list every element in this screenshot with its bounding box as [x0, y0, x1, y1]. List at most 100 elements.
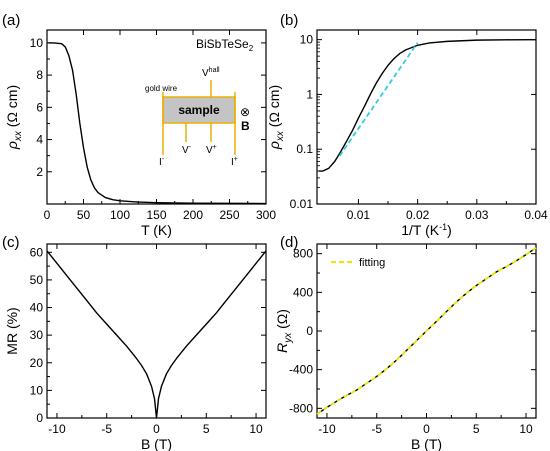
plot-frame	[46, 243, 267, 419]
y-tick-label: 0	[306, 324, 313, 338]
x-tick-label: 0.02	[406, 208, 430, 222]
y-axis-label: ρxx (Ω cm)	[4, 85, 24, 150]
y-axis-label: MR (%)	[4, 307, 20, 354]
y-tick-label: 40	[30, 301, 44, 315]
y-tick-label: -800	[289, 401, 313, 415]
sample-label-main: BiSbTeSe	[196, 37, 249, 51]
x-tick-label: 0.01	[347, 208, 371, 222]
panel-tag: (c)	[2, 234, 20, 251]
series-line-0	[46, 250, 267, 419]
x-tick-label: 0.03	[465, 208, 489, 222]
y-axis-label-main: R	[274, 343, 290, 353]
terminal-sup: +	[234, 156, 238, 163]
y-tick-label: 2	[36, 165, 43, 179]
terminal-sup: -	[162, 156, 165, 163]
terminal-main: I	[159, 157, 162, 168]
x-axis-label: T (K)	[141, 222, 172, 238]
y-tick-label: 0.01	[290, 197, 314, 211]
x-tick-label: 0	[153, 422, 160, 436]
terminal-label: V-	[182, 144, 192, 156]
x-tick-label: 0.04	[524, 208, 548, 222]
y-tick-label: 20	[30, 356, 44, 370]
y-tick-label: 8	[36, 68, 43, 82]
x-tick-label: -5	[371, 422, 382, 436]
y-tick-label: 800	[293, 247, 313, 261]
v-hall-sup: hall	[209, 67, 220, 74]
x-tick-label: 0	[423, 422, 430, 436]
x-tick-label: -10	[318, 422, 336, 436]
sample-label-sub: 2	[249, 44, 254, 53]
x-tick-label: 10	[519, 422, 533, 436]
x-axis-label: B (T)	[141, 436, 172, 451]
terminal-label: V+	[206, 144, 217, 156]
terminal-sup: -	[189, 144, 192, 151]
x-tick-label: 0	[44, 208, 51, 222]
y-axis-label-main: ρ	[4, 141, 20, 150]
y-tick-label: 10	[30, 36, 44, 50]
y-tick-label: 0.1	[296, 142, 313, 156]
y-tick-label: 1	[306, 87, 313, 101]
field-label: B	[241, 119, 250, 133]
panel-0: (a) 0 50 100 150 200 250 300 2 4 6 8 10 T (K) ρxx (Ω c…	[2, 12, 276, 238]
y-axis-label-unit: (Ω cm)	[4, 85, 20, 131]
panel-1: (b) 0.01 0.02 0.03 0.04 0.01 0.1 1 10 1/T (K-1) ρx…	[266, 12, 548, 238]
x-tick-label: 100	[110, 208, 130, 222]
x-tick-label: 10	[249, 422, 263, 436]
terminal-label: I-	[159, 156, 165, 168]
panel-tag: (b)	[280, 12, 298, 29]
y-axis-label: ρxx (Ω cm)	[266, 85, 286, 150]
y-tick-label: 10	[30, 383, 44, 397]
y-tick-label: 6	[36, 100, 43, 114]
x-axis-label-sup: -1	[439, 222, 447, 232]
v-hall-main: V	[202, 68, 209, 79]
x-tick-label: 300	[256, 208, 276, 222]
x-axis-label: 1/T (K-1)	[401, 222, 452, 238]
y-tick-label: 4	[36, 133, 43, 147]
y-axis-label-unit: (Ω cm)	[266, 85, 282, 131]
y-axis-label-sub: yx	[283, 332, 294, 344]
x-tick-label: 250	[219, 208, 239, 222]
y-axis-label-sub: xx	[275, 130, 286, 142]
v-hall-label: Vhall	[202, 67, 220, 79]
y-axis-label: Ryx (Ω)	[274, 309, 294, 353]
x-axis-label-main: 1/T (K	[401, 222, 440, 238]
panel-tag: (d)	[280, 234, 298, 251]
terminal-main: V	[206, 145, 213, 156]
terminal-main: V	[182, 145, 189, 156]
terminal-main: I	[231, 157, 234, 168]
x-tick-label: 50	[77, 208, 91, 222]
y-axis-label-unit: (Ω)	[274, 309, 290, 333]
sample-text: sample	[178, 103, 220, 117]
y-tick-label: 0	[36, 411, 43, 425]
gold-wire-label: gold wire	[145, 84, 178, 93]
x-tick-label: -10	[48, 422, 66, 436]
series-line-1	[338, 42, 419, 157]
panel-tag: (a)	[2, 12, 20, 29]
y-axis-label-main: ρ	[266, 141, 282, 150]
series-line-1	[316, 247, 537, 415]
sample-label: BiSbTeSe2	[196, 37, 254, 53]
y-tick-label: 50	[30, 273, 44, 287]
x-tick-label: 200	[183, 208, 203, 222]
terminal-sup: +	[213, 144, 217, 151]
panel-3: (d) -10 -5 0 5 10 -800 -400 0 400 800 B (T) Ryx (Ω) f…	[274, 234, 537, 451]
y-tick-label: 60	[30, 245, 44, 259]
y-axis-label-sub: xx	[13, 130, 24, 142]
field-into-page-icon: ⊗	[240, 105, 250, 119]
series-line-0	[48, 42, 267, 205]
y-tick-label: 400	[293, 285, 313, 299]
plot-frame	[316, 29, 537, 205]
legend-label: fitting	[359, 257, 385, 269]
y-tick-label: 30	[30, 328, 44, 342]
x-axis-label-tail: )	[447, 222, 452, 238]
x-tick-label: 5	[473, 422, 480, 436]
x-tick-label: 150	[146, 208, 166, 222]
series-line-0	[318, 38, 537, 172]
panel-2: (c) -10 -5 0 5 10 0 10 20 30 40 50 60 B (T) MR (%)	[2, 234, 267, 451]
x-axis-label: B (T)	[411, 436, 442, 451]
x-tick-label: -5	[101, 422, 112, 436]
y-tick-label: 10	[300, 33, 314, 47]
y-tick-label: -400	[289, 363, 313, 377]
